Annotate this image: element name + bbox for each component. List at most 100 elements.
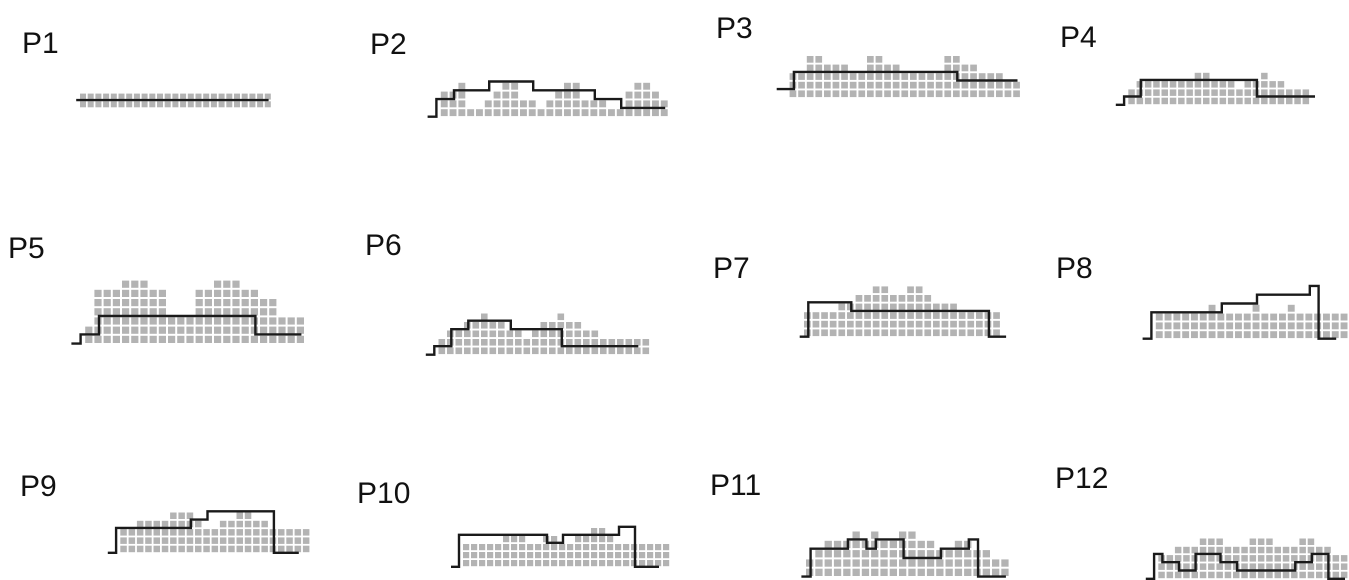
- grid-cell: [495, 544, 502, 551]
- grid-cell: [1299, 538, 1306, 545]
- grid-cell: [890, 312, 897, 319]
- grid-cell: [880, 550, 888, 558]
- grid-cell: [136, 537, 144, 544]
- grid-cell: [1199, 322, 1207, 330]
- grid-cell: [884, 73, 891, 80]
- grid-cell: [871, 568, 879, 576]
- grid-cell: [933, 329, 940, 337]
- grid-cell: [933, 312, 940, 319]
- grid-cell: [214, 335, 222, 343]
- grid-cell: [1174, 555, 1182, 562]
- grid-cell: [1257, 546, 1265, 554]
- grid-cell: [976, 329, 983, 337]
- grid-cell: [493, 100, 501, 108]
- grid-cell: [232, 326, 240, 334]
- grid-cell: [296, 326, 304, 334]
- grid-cell: [1261, 81, 1268, 88]
- grid-cell: [599, 544, 606, 551]
- grid-cell: [131, 317, 139, 325]
- grid-cell: [945, 568, 953, 576]
- grid-cell: [195, 93, 202, 100]
- grid-cell: [232, 299, 240, 307]
- grid-cell: [1004, 81, 1012, 89]
- step-outline: [801, 538, 1006, 578]
- grid-cell: [944, 64, 952, 72]
- grid-cell: [1166, 563, 1174, 570]
- grid-cell: [599, 528, 606, 535]
- grid-cell: [1194, 72, 1202, 80]
- grid-cell: [261, 545, 268, 553]
- grid-cell: [1305, 322, 1313, 330]
- grid-cell: [824, 90, 831, 98]
- grid-cell: [901, 73, 909, 80]
- grid-cell: [278, 326, 286, 334]
- grid-cell: [186, 537, 194, 544]
- grid-cell: [168, 317, 176, 325]
- grid-cell: [634, 100, 642, 108]
- grid-cell: [1235, 331, 1242, 339]
- grid-cell: [218, 93, 225, 100]
- panel-label-p9: P9: [20, 470, 57, 503]
- grid-cell: [1233, 571, 1240, 579]
- grid-cell: [655, 544, 662, 551]
- grid-cell: [232, 308, 240, 316]
- grid-cell: [1194, 81, 1202, 88]
- grid-cell: [1287, 322, 1295, 330]
- grid-cell: [493, 91, 501, 99]
- grid-cell: [244, 545, 252, 553]
- grid-cell: [122, 326, 130, 334]
- grid-cell: [599, 536, 606, 543]
- grid-cell: [996, 73, 1003, 80]
- grid-cell: [145, 529, 152, 536]
- grid-cell: [532, 339, 539, 346]
- grid-cell: [924, 320, 932, 328]
- grid-cell: [1286, 97, 1293, 105]
- grid-cell: [806, 64, 814, 72]
- grid-cell: [608, 109, 615, 117]
- grid-cell: [847, 312, 854, 319]
- grid-cell: [1261, 331, 1269, 339]
- grid-cell: [1211, 81, 1218, 88]
- grid-cell: [892, 73, 900, 80]
- grid-cell: [566, 330, 573, 338]
- grid-cell: [458, 82, 466, 90]
- grid-cell: [1299, 546, 1306, 554]
- grid-cell: [170, 512, 177, 519]
- grid-cell: [204, 299, 212, 307]
- grid-cell: [1261, 89, 1268, 96]
- grid-cell: [591, 339, 599, 346]
- grid-cell: [858, 81, 866, 89]
- grid-cell: [120, 537, 127, 544]
- grid-cell: [278, 335, 286, 343]
- grid-cell: [1166, 555, 1174, 562]
- grid-cell: [219, 520, 227, 528]
- grid-cell: [502, 100, 510, 108]
- grid-cell: [103, 289, 111, 297]
- grid-cell: [864, 329, 871, 337]
- grid-cell: [1186, 81, 1193, 88]
- grid-cell: [1178, 81, 1185, 88]
- grid-cell: [481, 313, 488, 321]
- grid-cell: [643, 91, 651, 99]
- grid-cell: [236, 537, 243, 544]
- grid-cell: [257, 93, 264, 100]
- grid-cell: [211, 545, 219, 553]
- grid-cell: [841, 64, 848, 72]
- grid-cell: [1282, 571, 1290, 579]
- grid-cell: [993, 329, 1000, 337]
- grid-cell: [616, 109, 624, 117]
- grid-cell: [944, 73, 952, 80]
- grid-cell: [535, 560, 542, 567]
- grid-cell: [958, 320, 966, 328]
- grid-cell: [884, 81, 891, 89]
- grid-cell: [149, 289, 157, 297]
- grid-cell: [953, 90, 960, 98]
- grid-cell: [1217, 313, 1225, 321]
- grid-cell: [899, 531, 907, 539]
- grid-cell: [178, 545, 185, 553]
- grid-cell: [294, 529, 302, 536]
- grid-cell: [872, 329, 880, 337]
- grid-cell: [1269, 97, 1276, 105]
- grid-cell: [918, 90, 926, 98]
- grid-cell: [978, 90, 986, 98]
